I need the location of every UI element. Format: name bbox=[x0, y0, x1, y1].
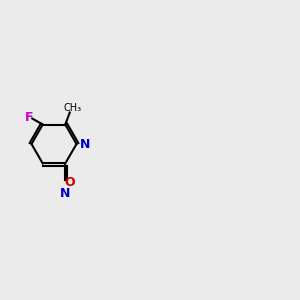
Text: N: N bbox=[60, 187, 70, 200]
Text: O: O bbox=[64, 176, 75, 190]
Text: F: F bbox=[25, 110, 34, 124]
Text: N: N bbox=[80, 137, 91, 151]
Text: CH₃: CH₃ bbox=[64, 103, 82, 113]
